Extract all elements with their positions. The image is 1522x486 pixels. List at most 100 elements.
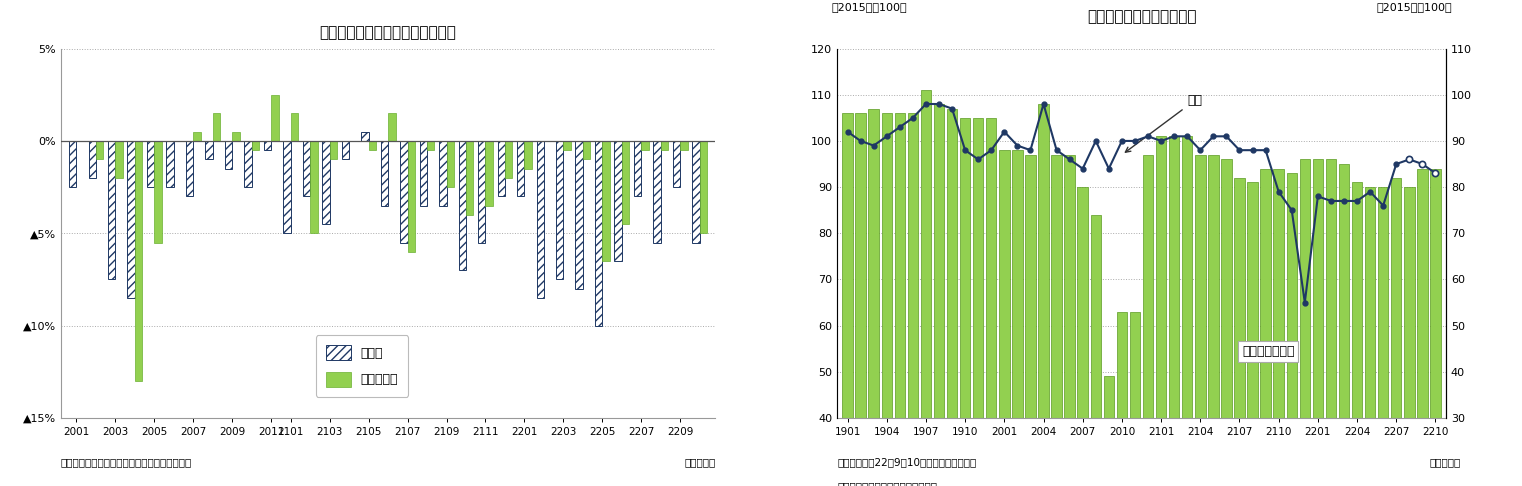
Bar (1391, 178, 1402, 486)
Bar (186, 141, 193, 196)
Text: （年・月）: （年・月） (1429, 457, 1461, 467)
Bar (935, 104, 944, 486)
Bar (1117, 312, 1128, 486)
Bar (855, 113, 866, 486)
Text: （2015年＝100）: （2015年＝100） (1376, 1, 1452, 12)
Bar (251, 141, 259, 150)
Bar (947, 109, 957, 486)
Bar (1248, 183, 1257, 486)
Title: 輸送機械の生産、在庫動向: 輸送機械の生産、在庫動向 (1087, 9, 1196, 24)
Bar (693, 141, 700, 243)
Bar (615, 141, 622, 261)
Bar (193, 132, 201, 141)
Bar (1234, 178, 1245, 486)
Bar (673, 141, 680, 187)
Bar (1221, 159, 1231, 486)
Bar (1300, 159, 1310, 486)
Bar (622, 141, 629, 224)
Bar (135, 141, 142, 381)
Bar (1012, 150, 1023, 486)
Bar (1417, 169, 1428, 486)
Bar (1143, 155, 1154, 486)
Bar (1091, 215, 1100, 486)
Text: 在庫（右目盛）: 在庫（右目盛） (1242, 345, 1294, 358)
Bar (1377, 187, 1388, 486)
Bar (635, 141, 641, 196)
Bar (458, 141, 466, 270)
Bar (603, 141, 610, 261)
Bar (245, 141, 251, 187)
Bar (895, 113, 906, 486)
Bar (1169, 137, 1180, 486)
Bar (388, 113, 396, 141)
Bar (1274, 169, 1285, 486)
Bar (998, 150, 1009, 486)
Bar (1312, 159, 1323, 486)
Bar (1183, 137, 1192, 486)
Bar (271, 95, 279, 141)
Bar (921, 90, 931, 486)
Bar (330, 141, 336, 159)
Bar (361, 132, 368, 141)
Bar (88, 141, 96, 178)
Bar (1260, 169, 1271, 486)
Bar (1195, 155, 1205, 486)
Bar (1155, 137, 1166, 486)
Bar (225, 141, 233, 169)
Bar (1026, 155, 1035, 486)
Bar (213, 113, 221, 141)
Bar (1286, 174, 1297, 486)
Bar (1064, 155, 1075, 486)
Bar (96, 141, 103, 159)
Bar (478, 141, 486, 243)
Text: （資料）経済産業省「鉱工業指数」: （資料）経済産業省「鉱工業指数」 (837, 481, 938, 486)
Bar (661, 141, 668, 150)
Bar (563, 141, 571, 150)
Bar (869, 109, 878, 486)
Bar (128, 141, 135, 298)
Bar (263, 141, 271, 150)
Bar (1365, 187, 1376, 486)
Bar (1326, 159, 1336, 486)
Text: 生産: 生産 (1125, 94, 1202, 152)
Bar (486, 141, 493, 206)
Bar (1103, 376, 1114, 486)
Bar (68, 141, 76, 187)
Bar (466, 141, 473, 215)
Bar (537, 141, 543, 298)
Bar (1129, 312, 1140, 486)
Bar (1405, 187, 1414, 486)
Bar (1352, 183, 1362, 486)
Bar (148, 141, 154, 187)
Bar (1038, 104, 1049, 486)
Bar (960, 118, 971, 486)
Bar (1078, 187, 1088, 486)
Bar (166, 141, 174, 187)
Bar (986, 118, 997, 486)
Bar (1431, 169, 1441, 486)
Bar (1208, 155, 1219, 486)
Bar (291, 113, 298, 141)
Bar (440, 141, 446, 206)
Bar (1052, 155, 1062, 486)
Bar (583, 141, 591, 159)
Text: （2015年＝100）: （2015年＝100） (831, 1, 907, 12)
Bar (505, 141, 513, 178)
Bar (233, 132, 239, 141)
Bar (283, 141, 291, 233)
Bar (446, 141, 454, 187)
Legend: 実現率, 予測修正率: 実現率, 予測修正率 (315, 335, 408, 397)
Bar (842, 113, 852, 486)
Bar (428, 141, 434, 150)
Bar (556, 141, 563, 279)
Bar (420, 141, 428, 206)
Bar (517, 141, 525, 196)
Title: 最近の実現率、予測修正率の推移: 最近の実現率、予測修正率の推移 (320, 25, 457, 40)
Text: （資料）経済産業省「製造工業生産予測指数」: （資料）経済産業省「製造工業生産予測指数」 (61, 457, 192, 467)
Bar (342, 141, 349, 159)
Text: （年・月）: （年・月） (683, 457, 715, 467)
Text: （注）生産の22年9、10月は予測指数で延長: （注）生産の22年9、10月は予測指数で延長 (837, 457, 976, 467)
Bar (380, 141, 388, 206)
Bar (303, 141, 310, 196)
Bar (116, 141, 123, 178)
